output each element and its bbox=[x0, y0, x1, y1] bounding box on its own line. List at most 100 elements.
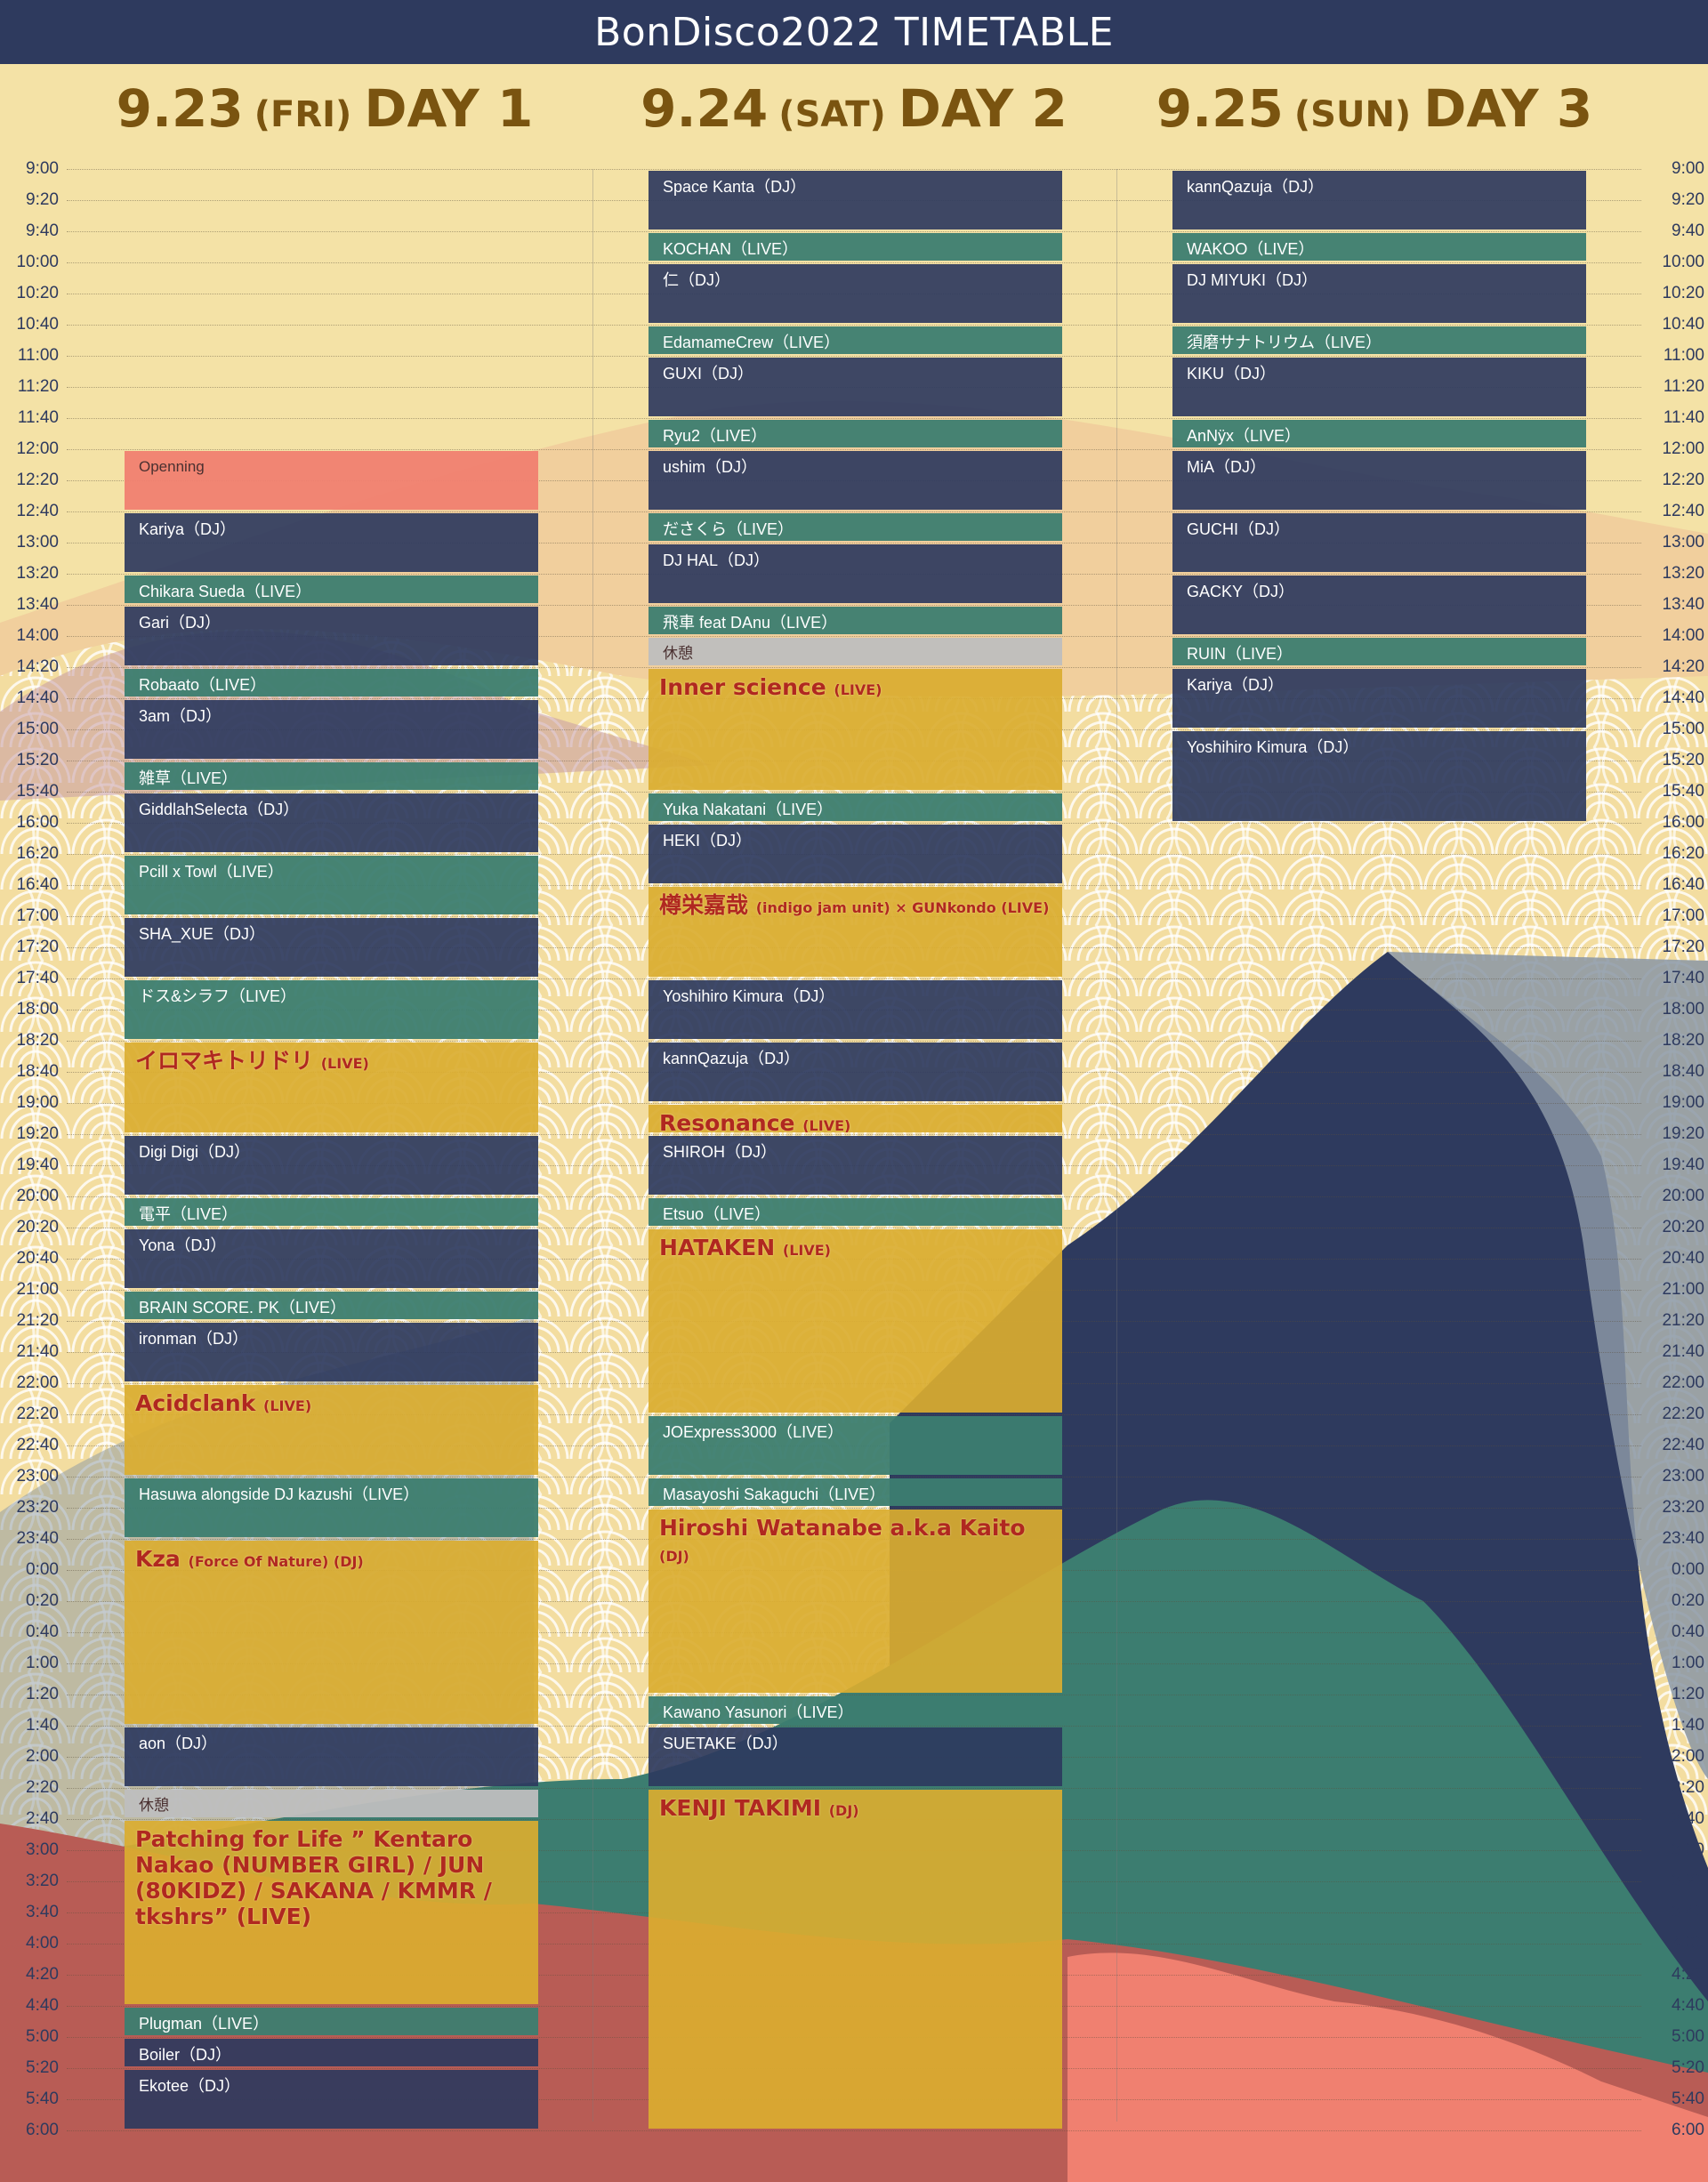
day-2-slot-live: Kawano Yasunori（LIVE） bbox=[649, 1696, 1062, 1724]
artist-name: Ryu2（LIVE） bbox=[663, 426, 1055, 446]
artist-text: Yuka Nakatani（LIVE） bbox=[663, 801, 834, 818]
time-label-left: 18:00 bbox=[16, 1000, 59, 1019]
artist-text: Yoshihiro Kimura（DJ） bbox=[663, 987, 835, 1005]
day-1-slot-feature: Acidclank (LIVE) bbox=[125, 1385, 538, 1475]
time-label-left: 16:40 bbox=[16, 875, 59, 894]
grid-line bbox=[67, 1788, 1641, 1789]
time-label-left: 10:00 bbox=[16, 253, 59, 271]
performance-type: (LIVE) bbox=[834, 681, 882, 698]
time-label-left: 2:40 bbox=[26, 1809, 59, 1828]
time-label-left: 21:20 bbox=[16, 1311, 59, 1330]
time-label-left: 13:20 bbox=[16, 564, 59, 583]
time-label-left: 11:20 bbox=[17, 377, 59, 396]
day-2-slot-feature: KENJI TAKIMI (DJ) bbox=[649, 1790, 1062, 2129]
grid-line bbox=[67, 1196, 1641, 1197]
time-label-left: 20:00 bbox=[16, 1187, 59, 1205]
performance-type: (LIVE) bbox=[782, 1242, 831, 1259]
column-divider bbox=[1116, 169, 1117, 2122]
artist-text: 須磨サナトリウム（LIVE） bbox=[1187, 334, 1382, 351]
day-1-slot-live: Plugman（LIVE） bbox=[125, 2008, 538, 2035]
artist-text: 休憩 bbox=[139, 1797, 169, 1814]
time-label-left: 0:40 bbox=[26, 1622, 59, 1641]
time-label-right: 22:40 bbox=[1662, 1436, 1704, 1454]
grid-line bbox=[67, 1726, 1641, 1727]
day-1-slot-feature: Kza (Force Of Nature) (DJ) bbox=[125, 1541, 538, 1724]
time-label-right: 20:00 bbox=[1662, 1187, 1704, 1205]
artist-text: Ryu2（LIVE） bbox=[663, 427, 768, 445]
day-1-slot-dj: SHA_XUE（DJ） bbox=[125, 918, 538, 977]
time-label-left: 23:20 bbox=[16, 1498, 59, 1517]
artist-text: GiddlahSelecta（DJ） bbox=[139, 801, 300, 818]
day-1-slot-dj: Digi Digi（DJ） bbox=[125, 1136, 538, 1195]
day-3-slot-live: RUIN（LIVE） bbox=[1172, 638, 1586, 665]
artist-name: Yuka Nakatani（LIVE） bbox=[663, 800, 1055, 819]
artist-text: HEKI（DJ） bbox=[663, 832, 753, 849]
performance-type: (DJ) bbox=[828, 1802, 859, 1819]
artist-text: AnNÿx（LIVE） bbox=[1187, 427, 1301, 445]
day-1-slot-live: 雑草（LIVE） bbox=[125, 762, 538, 790]
time-label-right: 20:40 bbox=[1662, 1249, 1704, 1268]
day-2-slot-live: Yuka Nakatani（LIVE） bbox=[649, 793, 1062, 821]
time-label-left: 17:00 bbox=[16, 906, 59, 925]
time-label-right: 10:00 bbox=[1662, 253, 1704, 271]
time-label-left: 19:00 bbox=[16, 1093, 59, 1112]
artist-name: Resonance (LIVE) bbox=[659, 1110, 1055, 1132]
artist-name: 電平（LIVE） bbox=[139, 1204, 531, 1224]
day-2-slot-feature: 樽栄嘉哉 (indigo jam unit) × GUNkondo (LIVE) bbox=[649, 887, 1062, 977]
artist-name: 3am（DJ） bbox=[139, 706, 531, 726]
time-label-right: 22:20 bbox=[1662, 1405, 1704, 1423]
time-label-right: 1:20 bbox=[1672, 1685, 1704, 1703]
time-label-right: 16:20 bbox=[1662, 844, 1704, 863]
artist-text: 仁（DJ） bbox=[663, 271, 730, 289]
day-3-slot-dj: GUCHI（DJ） bbox=[1172, 513, 1586, 572]
artist-name: KIKU（DJ） bbox=[1187, 364, 1579, 383]
time-label-right: 19:00 bbox=[1662, 1093, 1704, 1112]
header-bar: BonDisco2022 TIMETABLE bbox=[0, 0, 1708, 64]
time-label-right: 12:40 bbox=[1662, 502, 1704, 520]
time-label-right: 16:40 bbox=[1662, 875, 1704, 894]
grid-line bbox=[67, 169, 1641, 170]
performance-type: (LIVE) bbox=[802, 1117, 851, 1132]
artist-text: Kza bbox=[135, 1546, 181, 1572]
artist-name: 雑草（LIVE） bbox=[139, 769, 531, 788]
grid-line bbox=[67, 792, 1641, 793]
artist-name: GUXI（DJ） bbox=[663, 364, 1055, 383]
time-label-right: 17:00 bbox=[1662, 906, 1704, 925]
artist-name: MiA（DJ） bbox=[1187, 457, 1579, 477]
day-2-slot-feature: HATAKEN (LIVE) bbox=[649, 1229, 1062, 1413]
day-1-slot-dj: aon（DJ） bbox=[125, 1727, 538, 1786]
day-2-slot-dj: DJ HAL（DJ） bbox=[649, 544, 1062, 603]
artist-name: KOCHAN（LIVE） bbox=[663, 239, 1055, 259]
artist-text: Hasuwa alongside DJ kazushi（LIVE） bbox=[139, 1486, 420, 1503]
artist-name: GACKY（DJ） bbox=[1187, 582, 1579, 601]
artist-name: ドス&シラフ（LIVE） bbox=[139, 986, 531, 1006]
time-label-left: 9:00 bbox=[26, 159, 59, 178]
artist-name: Patching for Life ” Kentaro Nakao (NUMBE… bbox=[135, 1826, 531, 1929]
time-label-left: 19:20 bbox=[16, 1124, 59, 1143]
column-divider bbox=[592, 169, 593, 2122]
artist-text: ドス&シラフ（LIVE） bbox=[139, 987, 297, 1005]
day-1-slot-feature: イロマキトリドリ (LIVE) bbox=[125, 1043, 538, 1132]
day-1-weekday: (FRI) bbox=[254, 94, 352, 135]
time-label-right: 20:20 bbox=[1662, 1218, 1704, 1236]
time-label-right: 19:20 bbox=[1662, 1124, 1704, 1143]
day-1-heading: 9.23 (FRI) DAY 1 bbox=[80, 78, 569, 149]
day-1-slot-feature: Patching for Life ” Kentaro Nakao (NUMBE… bbox=[125, 1821, 538, 2004]
performance-type: (Force Of Nature) (DJ) bbox=[188, 1553, 364, 1570]
time-label-left: 16:20 bbox=[16, 844, 59, 863]
artist-text: Gari（DJ） bbox=[139, 614, 222, 632]
time-label-left: 15:40 bbox=[16, 782, 59, 801]
time-label-left: 2:20 bbox=[26, 1778, 59, 1797]
artist-text: Patching for Life ” Kentaro Nakao (NUMBE… bbox=[135, 1826, 492, 1929]
artist-text: SHIROH（DJ） bbox=[663, 1143, 777, 1161]
artist-text: Digi Digi（DJ） bbox=[139, 1143, 251, 1161]
artist-text: Ekotee（DJ） bbox=[139, 2077, 241, 2095]
time-label-right: 4:20 bbox=[1672, 1965, 1704, 1984]
artist-name: AnNÿx（LIVE） bbox=[1187, 426, 1579, 446]
artist-text: Yoshihiro Kimura（DJ） bbox=[1187, 738, 1359, 756]
time-label-right: 9:00 bbox=[1672, 159, 1704, 178]
time-label-left: 21:00 bbox=[16, 1280, 59, 1299]
time-label-right: 23:40 bbox=[1662, 1529, 1704, 1548]
grid-line bbox=[67, 1103, 1641, 1104]
time-label-left: 14:20 bbox=[16, 657, 59, 676]
